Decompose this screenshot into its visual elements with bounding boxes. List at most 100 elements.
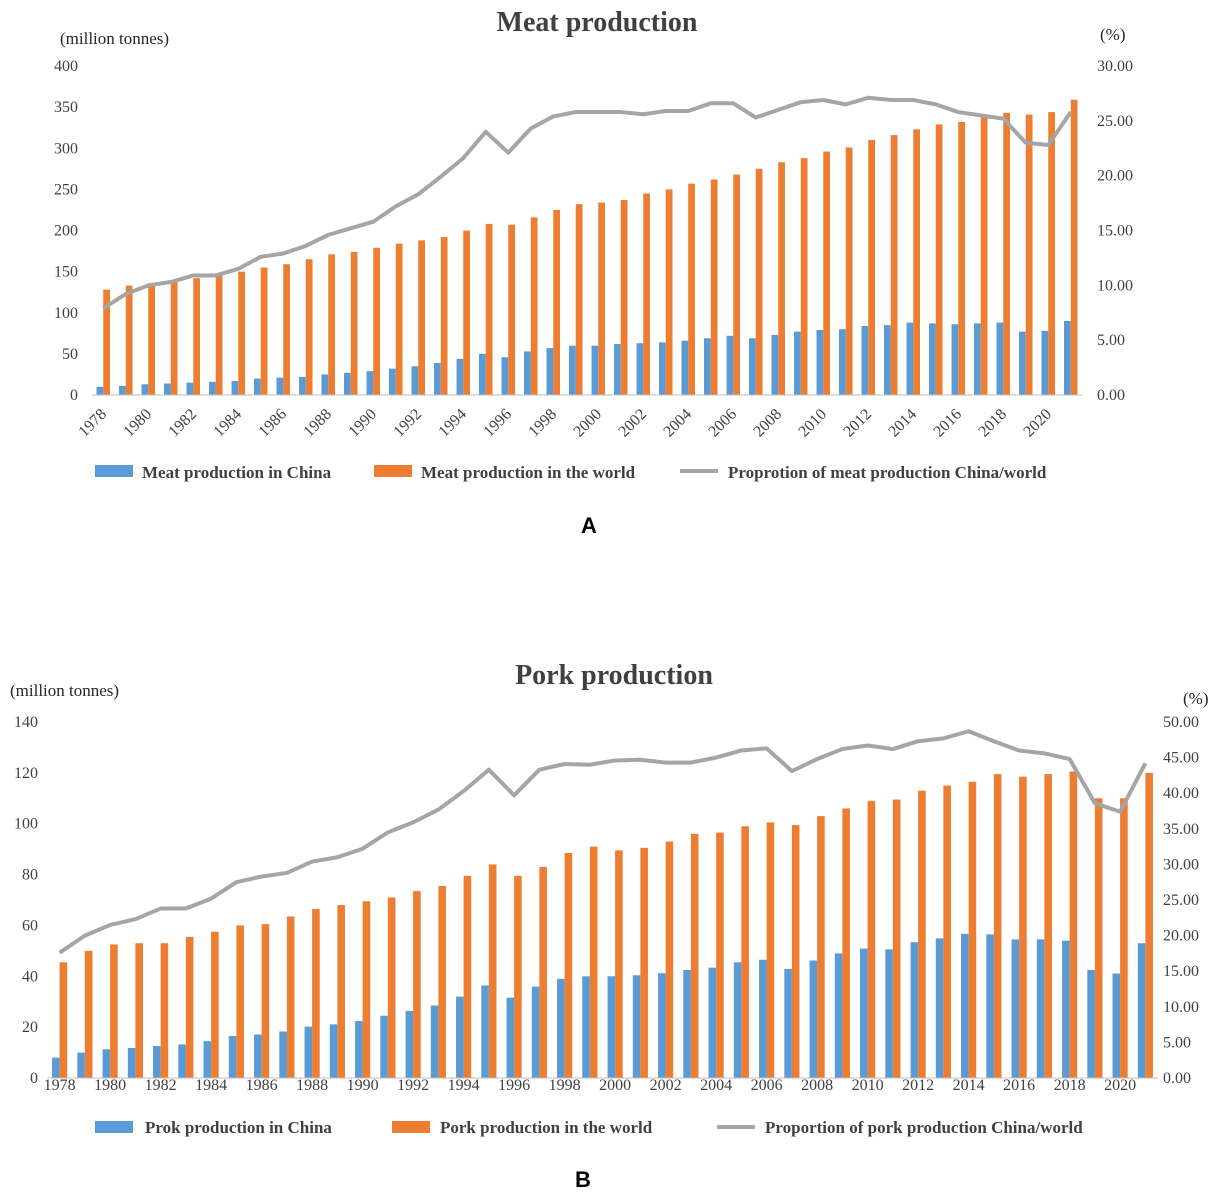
bar-china [910,942,919,1078]
x-tick-label: 2004 [700,1077,732,1094]
bar-world [488,864,497,1078]
x-tick-label: 2018 [1054,1077,1086,1094]
bar-china [1137,943,1146,1078]
bar-world [690,833,699,1078]
bar-china [304,1026,313,1078]
bar-world [968,781,977,1078]
bar-china [456,358,464,395]
bar-world [305,259,313,395]
bar-world [160,943,169,1078]
y-axis-right-ticks: 0.00 5.00 10.00 15.00 20.00 25.00 30.00 35.00 40… [1163,714,1199,1087]
x-tick-label: 1990 [347,1077,379,1094]
y-left-tick-label: 80 [22,867,38,884]
bar-world [261,924,270,1078]
bar-china [794,331,801,395]
y-left-tick-label: 400 [54,58,78,75]
bar-china [531,986,540,1078]
legend-label-china: Prok production in China [145,1118,332,1137]
bar-world [286,916,295,1078]
x-tick-label: 2000 [599,1077,631,1094]
bar-world [418,240,425,395]
bar-world [800,158,808,395]
y-right-tick-label: 25.00 [1097,113,1133,130]
bar-world [615,850,623,1078]
bar-world [395,243,403,395]
y-right-tick-label: 25.00 [1163,892,1199,909]
bar-world [943,785,951,1078]
bar-world [387,897,396,1078]
chart-a-meat-production: Meat production (million tonnes) (%) 0 50… [54,7,1133,538]
bar-world [1044,774,1052,1078]
y-right-tick-label: 50.00 [1163,714,1199,731]
x-tick-label: 2018 [975,406,1010,441]
y-axis-left-label: (million tonnes) [10,681,119,700]
bar-china [974,323,981,395]
bar-world [842,808,850,1078]
bar-china [1036,939,1045,1078]
bar-world [867,800,876,1078]
legend-label-china: Meat production in China [142,463,332,482]
bar-china [321,374,329,395]
bar-world [236,925,244,1078]
x-tick-label: 2014 [885,406,920,441]
bar-world [766,822,775,1078]
y-right-tick-label: 30.00 [1097,58,1133,75]
bar-world [868,140,875,395]
bar-world [564,852,573,1078]
bar-world [337,905,345,1078]
bar-world [823,151,830,395]
bar-series-group [96,99,1078,396]
y-right-tick-label: 5.00 [1163,1034,1191,1051]
x-tick-label: 1998 [549,1077,581,1094]
y-axis-left-label: (million tonnes) [60,29,169,48]
bar-china [951,324,959,395]
legend-label-proportion: Proportion of pork production China/worl… [765,1118,1083,1137]
bar-china [546,348,554,395]
legend-swatch-china [95,1121,133,1133]
bar-china [929,323,936,395]
bar-world [530,217,538,395]
x-tick-label: 1992 [390,406,425,441]
bar-china [254,1034,262,1078]
bar-world [710,179,718,395]
bar-world [918,790,926,1078]
bar-world [440,237,448,395]
bar-china [430,1005,439,1078]
bar-world [1003,112,1010,395]
bar-china [456,996,464,1078]
x-tick-label: 2006 [705,406,740,441]
x-tick-label: 1996 [480,406,515,441]
bar-china [276,377,284,395]
bar-world [845,147,853,395]
bar-china [279,1031,287,1078]
legend: Meat production in China Meat production… [95,463,1047,482]
bar-world [980,117,988,395]
x-tick-label: 1986 [255,406,290,441]
y-left-tick-label: 100 [54,305,78,322]
bar-china [96,386,104,395]
bar-china [127,1047,136,1078]
x-tick-label: 2010 [852,1077,884,1094]
bar-world [185,936,194,1078]
bar-china [481,985,489,1078]
x-tick-label: 1994 [435,406,470,441]
bar-china [607,976,616,1078]
x-tick-label: 2004 [660,406,695,441]
bar-world [110,944,118,1078]
bar-china [636,343,644,395]
x-tick-label: 1988 [296,1077,328,1094]
bar-world [620,200,628,395]
bar-china [1064,320,1071,395]
bar-china [186,382,194,395]
bar-world [328,254,335,395]
y-left-tick-label: 0 [70,387,78,404]
y-axis-left-ticks: 0 20 40 60 80 100 120 140 [14,714,38,1087]
y-left-tick-label: 250 [54,181,78,198]
x-tick-label: 2012 [902,1077,934,1094]
bar-china [434,362,441,395]
bar-world [1145,772,1153,1078]
bar-world [463,875,472,1078]
bar-china [885,949,893,1078]
bar-world [665,189,673,396]
bar-china [860,948,868,1078]
